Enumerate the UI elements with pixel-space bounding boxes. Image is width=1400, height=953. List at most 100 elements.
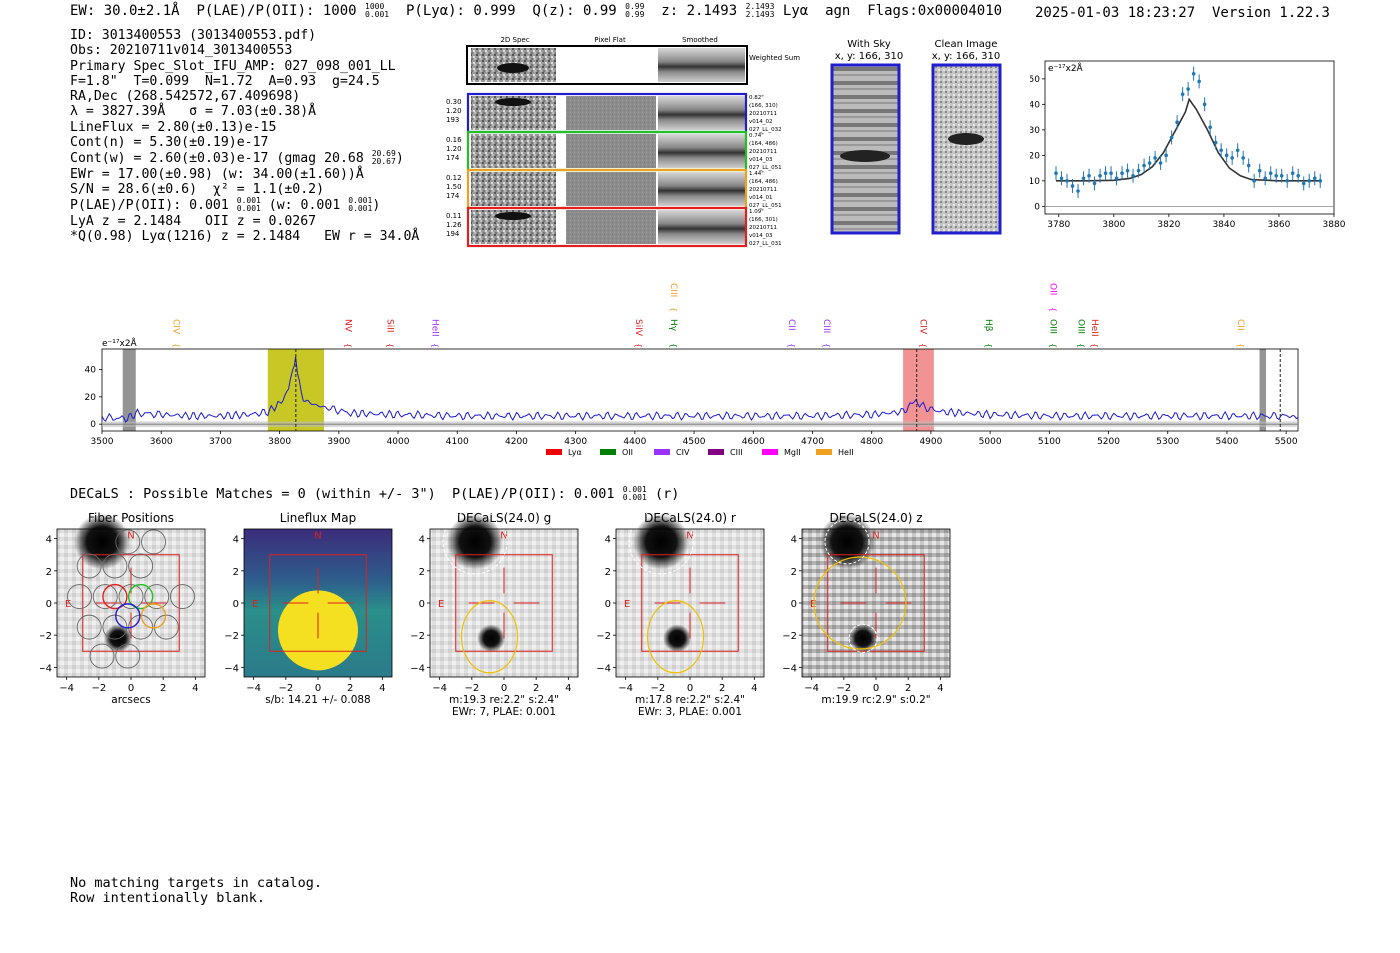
panel-caption: s/b: 14.21 +/- 0.088 (265, 694, 370, 706)
cutout-meta: 027_LL_051 (749, 165, 782, 171)
panel-xtick-label: 0 (315, 683, 321, 694)
spectrum-xtick-label: 3700 (209, 437, 232, 447)
panel-xtick-label: 0 (501, 683, 507, 694)
weighted-sum-row: Weighted Sum (466, 45, 800, 85)
panel-ytick-label: −2 (410, 631, 425, 642)
cutout-meta: (166, 301) (749, 217, 778, 223)
spectrum-xtick-label: 4000 (387, 437, 410, 447)
spectrum-line-label: CII (1235, 319, 1245, 331)
cutout-meta: 027_LL_031 (749, 241, 782, 247)
zoom-data-point (1296, 173, 1301, 178)
fiber-circle (67, 584, 92, 610)
panel-ytick-label: 2 (791, 567, 797, 578)
panel-ytick-label: 0 (46, 599, 52, 610)
z-bounds: 2.1493 2.1493 (745, 2, 775, 19)
info-fwhm: F=1.8" T=0.099 N=1.72 A=0.93 g=24.5 (70, 73, 380, 89)
cutout-stat: 0.12 (446, 174, 462, 182)
zoom-ytick-label: 0 (1034, 202, 1040, 212)
panel-ytick-label: −4 (224, 663, 239, 674)
zoom-data-point (1103, 171, 1108, 175)
panel-ytick-label: 4 (233, 535, 239, 546)
fiber-circle (89, 643, 115, 669)
detection-box (827, 554, 925, 652)
with-sky-xy: x, y: 166, 310 (835, 51, 904, 62)
z-value: z: 2.1493 (661, 3, 738, 19)
spectrum-band (903, 349, 934, 431)
zoom-xtick-label: 3860 (1267, 220, 1290, 230)
spectrum-line-label: HeII (429, 319, 439, 337)
zoom-data-point (1164, 153, 1168, 158)
panel-xtick-label: −2 (278, 683, 293, 694)
north-label: N (314, 531, 321, 542)
info-plae: P(LAE)/P(OII): 0.001 0.001 0.001 (w: 0.00… (70, 196, 381, 214)
panel-ytick-label: −4 (410, 663, 425, 674)
spectrum-line-bracket: { (385, 343, 394, 348)
with-sky-title: With Sky (847, 39, 891, 50)
spectrum-xtick-label: 5500 (1275, 437, 1298, 447)
spectrum-ytick-label: 0 (90, 420, 96, 430)
zoom-data-point (1087, 173, 1091, 178)
source-bright (633, 513, 690, 570)
panel-ytick-label: 0 (233, 599, 239, 610)
spectrum-xtick-label: 5400 (1215, 437, 1238, 447)
cutout-stat: 1.26 (446, 221, 462, 229)
spectrum-ytick-label: 40 (85, 366, 97, 376)
fiber-circle (118, 584, 144, 610)
spectrum-line-label: OIII (1048, 319, 1058, 334)
fiber-circle (141, 529, 166, 555)
zoom-data-point (1202, 102, 1207, 107)
zoom-data-point (1307, 179, 1312, 183)
spectrum-line-bracket: { (172, 343, 181, 348)
spectrum-line-label: CIII (821, 319, 831, 333)
spectrum-xtick-label: 5300 (1156, 437, 1179, 447)
spectrum-line-label: SiIV (633, 319, 643, 337)
zoom-data-point (1224, 153, 1229, 158)
cutout-meta: v014_03 (749, 233, 773, 239)
zoom-ytick-label: 50 (1030, 75, 1040, 85)
zoom-data-point (1285, 179, 1290, 183)
plae-value: P(LAE)/P(OII): 1000 (196, 3, 357, 19)
info-primary: Primary Spec_Slot_IFU_AMP: 027_098_001_L… (70, 58, 396, 74)
panel-title: Lineflux Map (280, 511, 356, 525)
weighted-sum-label: Weighted Sum (749, 54, 800, 62)
zoom-xtick-label: 3820 (1157, 220, 1180, 230)
clean-image-title: Clean Image (935, 39, 998, 50)
spectrum-line-bracket: { (918, 343, 927, 348)
legend-label: CIII (730, 448, 743, 457)
cutout-meta: 20210711 (749, 111, 777, 117)
panel-xtick-label: 2 (719, 683, 725, 694)
zoom-xtick-label: 3780 (1047, 220, 1070, 230)
footer-note: No matching targets in catalog. Row inte… (70, 876, 322, 906)
zoom-data-point (1180, 92, 1185, 96)
zoom-data-point (1208, 125, 1212, 130)
cutout-meta: (166, 310) (749, 103, 778, 109)
info-radec: RA,Dec (268.542572,67.409698) (70, 89, 301, 105)
aperture-ellipse (460, 600, 519, 674)
spectrum-line-label: HeII (1089, 319, 1099, 337)
bright-source-ring (442, 509, 508, 575)
zoom-data-point (1070, 184, 1075, 188)
spectrum-line-label: OII (1048, 283, 1058, 295)
fiber-highlight (140, 603, 167, 629)
info-contn: Cont(n) = 5.30(±0.19)e-17 (70, 135, 269, 151)
panel-ytick-label: −2 (40, 631, 52, 642)
legend-swatch (816, 449, 832, 455)
legend-swatch (546, 449, 562, 455)
col-2d-spec: 2D Spec (500, 36, 529, 44)
zoom-data-point (1312, 176, 1317, 181)
panel-xtick-label: −2 (464, 683, 479, 694)
panel-caption-2: EWr: 3, PLAE: 0.001 (638, 706, 742, 718)
panel-ytick-label: 2 (605, 567, 611, 578)
spectrum-line (101, 356, 1299, 424)
info-q-line: *Q(0.98) Lyα(1216) z = 2.1484 EW r = 34.… (70, 228, 420, 244)
clean-image-xy: x, y: 166, 310 (932, 51, 1001, 62)
zoom-data-point (1274, 173, 1278, 178)
panel-xtick-label: 4 (565, 683, 571, 694)
panel-xtick-label: 2 (160, 683, 166, 694)
panel-caption: m:19.3 re:2.2" s:2.4" (449, 694, 559, 706)
panel-xtick-label: −4 (432, 683, 447, 694)
panel-xtick-label: −2 (836, 683, 851, 694)
